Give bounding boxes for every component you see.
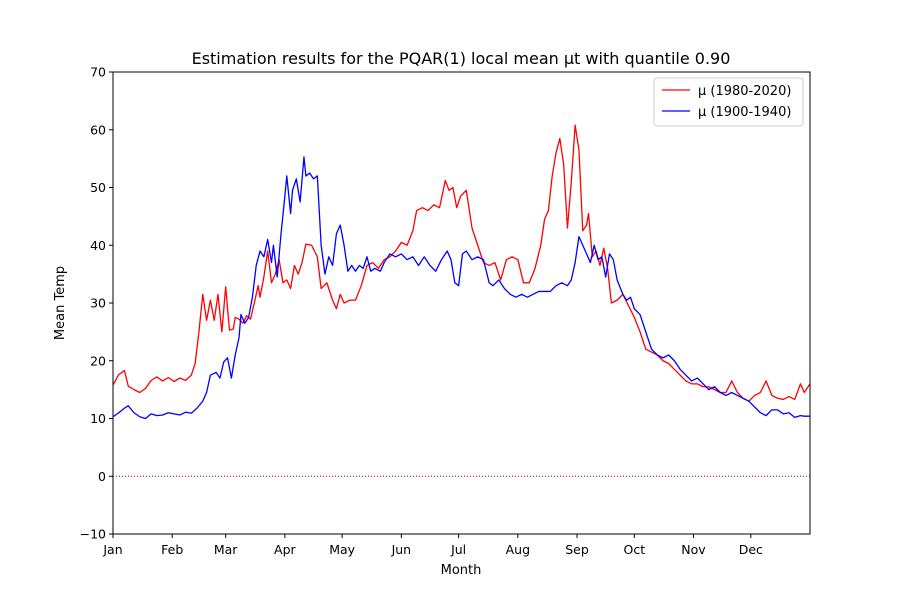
x-tick-label: Oct [624, 542, 646, 557]
x-tick-label: May [329, 542, 355, 557]
x-tick-label: Sep [565, 542, 589, 557]
x-tick-label: Jul [450, 542, 466, 557]
x-tick-label: Jan [102, 542, 122, 557]
plot-area [113, 124, 810, 477]
x-tick-label: Mar [214, 542, 238, 557]
y-tick-label: 50 [90, 180, 106, 195]
x-tick-label: Jun [391, 542, 412, 557]
series-line-2 [113, 156, 810, 420]
x-tick-label: Feb [161, 542, 183, 557]
x-axis-label: Month [441, 563, 482, 578]
axes-frame [112, 71, 811, 535]
series-line-1 [113, 124, 810, 402]
chart-title: Estimation results for the PQAR(1) local… [192, 49, 731, 68]
y-tick-label: 30 [90, 296, 106, 311]
x-tick-label: Dec [739, 542, 763, 557]
y-tick-label: 70 [90, 65, 106, 80]
y-tick-label: 0 [98, 469, 106, 484]
legend-box [653, 77, 804, 127]
x-tick-label: Aug [506, 542, 530, 557]
legend-label-series-1: μ (1980-2020) [698, 84, 791, 99]
y-tick-label: 20 [90, 353, 106, 368]
legend-label-series-2: μ (1900-1940) [698, 105, 791, 120]
y-tick-label: 60 [90, 122, 106, 137]
y-tick-label: 40 [90, 238, 106, 253]
y-axis-label: Mean Temp [53, 266, 68, 340]
legend: μ (1980-2020) μ (1900-1940) [653, 77, 804, 127]
y-tick-label: −10 [80, 527, 106, 542]
x-tick-label: Nov [681, 542, 706, 557]
x-tick-label: Apr [274, 542, 296, 557]
y-tick-label: 10 [90, 411, 106, 426]
